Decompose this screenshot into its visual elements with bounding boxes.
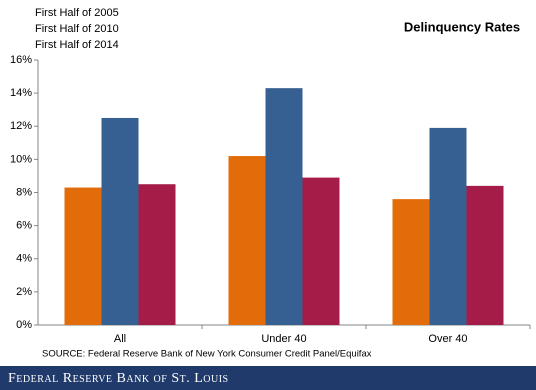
y-tick-label: 4% — [16, 253, 32, 265]
bar — [466, 185, 504, 325]
source-note: SOURCE: Federal Reserve Bank of New York… — [42, 349, 372, 360]
x-tick-label: All — [114, 333, 126, 345]
y-tick-label: 6% — [16, 220, 32, 232]
bar — [101, 117, 139, 325]
chart-title: Delinquency Rates — [404, 19, 520, 34]
legend-entry: First Half of 2014 — [35, 39, 119, 51]
bar — [228, 156, 266, 325]
bar — [138, 184, 176, 325]
y-tick-label: 2% — [16, 286, 32, 298]
bar — [392, 199, 430, 325]
bar — [64, 187, 102, 325]
x-tick-label: Under 40 — [261, 333, 306, 345]
y-tick-label: 0% — [16, 319, 32, 331]
footer-band — [0, 366, 536, 390]
y-tick-label: 8% — [16, 186, 32, 198]
bar — [265, 88, 303, 325]
y-tick-label: 12% — [10, 120, 32, 132]
footer-text: Federal Reserve Bank of St. Louis — [8, 371, 229, 386]
bar — [429, 127, 467, 325]
bar — [302, 177, 340, 325]
y-tick-label: 10% — [10, 153, 32, 165]
legend-entry: First Half of 2010 — [35, 23, 119, 35]
legend-entry: First Half of 2005 — [35, 7, 119, 19]
y-tick-label: 14% — [10, 87, 32, 99]
x-tick-label: Over 40 — [428, 333, 467, 345]
y-tick-label: 16% — [10, 54, 32, 66]
